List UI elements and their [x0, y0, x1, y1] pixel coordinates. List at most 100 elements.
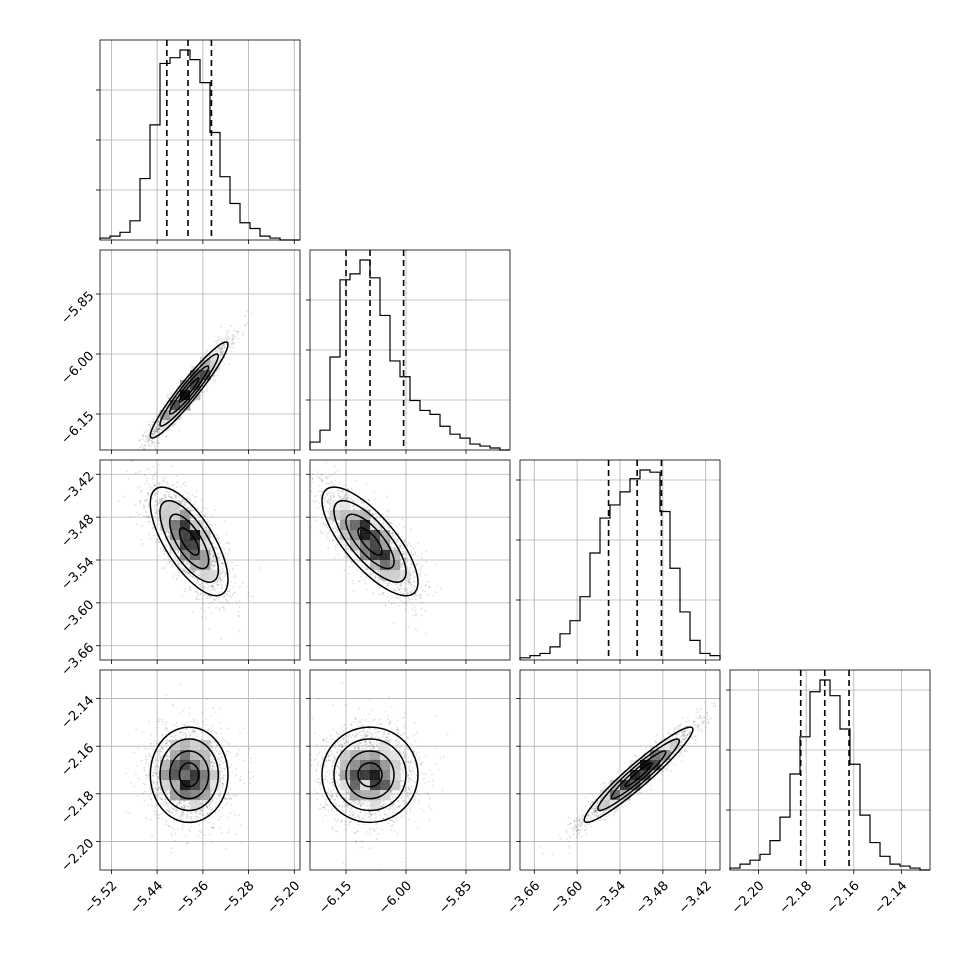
scatter-point: [152, 478, 154, 481]
scatter-point: [149, 428, 151, 430]
scatter-point: [218, 609, 221, 611]
scatter-point: [377, 579, 380, 582]
scatter-point: [197, 593, 200, 596]
scatter-point: [228, 570, 231, 573]
scatter-point: [157, 442, 160, 444]
scatter-point: [410, 589, 413, 592]
scatter-point: [421, 564, 424, 567]
scatter-point: [315, 519, 318, 522]
scatter-point: [225, 542, 228, 545]
scatter-point: [220, 638, 223, 640]
scatter-point: [225, 338, 228, 340]
scatter-point: [228, 542, 231, 545]
scatter-point: [247, 591, 250, 594]
scatter-point: [201, 598, 204, 600]
scatter-point: [328, 539, 330, 542]
scatter-point: [211, 561, 214, 563]
scatter-point: [118, 500, 120, 503]
scatter-point: [203, 514, 206, 517]
scatter-point: [196, 507, 199, 510]
scatter-point: [382, 522, 385, 524]
scatter-point: [142, 543, 144, 545]
scatter-point: [164, 550, 166, 553]
scatter-point: [156, 500, 159, 502]
scatter-point: [182, 483, 185, 485]
scatter-point: [230, 325, 233, 327]
scatter-point: [217, 552, 220, 554]
scatter-point: [341, 490, 344, 493]
scatter-point: [234, 574, 236, 576]
scatter-point: [151, 440, 154, 443]
scatter-point: [156, 423, 159, 426]
scatter-point: [409, 528, 412, 531]
scatter-point: [165, 435, 168, 438]
scatter-point: [209, 345, 212, 347]
scatter-point: [147, 505, 150, 507]
scatter-point: [210, 564, 213, 567]
scatter-point: [190, 365, 192, 368]
scatter-point: [417, 555, 420, 558]
scatter-point: [334, 531, 337, 533]
scatter-point: [188, 588, 191, 591]
scatter-point: [385, 585, 387, 588]
scatter-point: [415, 598, 417, 601]
scatter-point: [364, 582, 367, 585]
scatter-point: [179, 486, 182, 488]
scatter-point: [194, 570, 197, 573]
scatter-point: [154, 511, 156, 514]
scatter-point: [214, 561, 217, 563]
scatter-point: [221, 353, 224, 355]
scatter-point: [237, 337, 240, 340]
scatter-point: [347, 551, 350, 553]
scatter-point: [365, 482, 368, 485]
scatter-point: [225, 593, 228, 595]
scatter-point: [138, 439, 141, 441]
scatter-point: [165, 476, 168, 479]
scatter-point: [148, 439, 151, 442]
scatter-point: [226, 339, 228, 342]
scatter-point: [206, 597, 209, 600]
scatter-point: [319, 496, 322, 499]
scatter-point: [202, 355, 205, 358]
scatter-point: [227, 601, 230, 603]
scatter-point: [164, 496, 167, 499]
scatter-point: [175, 496, 178, 499]
scatter-point: [221, 346, 223, 349]
scatter-point: [218, 541, 221, 543]
scatter-point: [200, 356, 203, 359]
scatter-point: [185, 562, 188, 565]
scatter-point: [167, 397, 170, 400]
scatter-point: [242, 331, 245, 334]
scatter-point: [232, 567, 235, 570]
scatter-point: [225, 573, 227, 576]
scatter-point: [392, 519, 395, 521]
scatter-point: [229, 580, 232, 583]
scatter-point: [203, 525, 205, 528]
scatter-point: [244, 315, 246, 317]
scatter-point: [221, 340, 224, 342]
scatter-point: [210, 567, 213, 570]
scatter-point: [171, 563, 173, 565]
scatter-point: [239, 327, 241, 329]
scatter-point: [173, 497, 176, 500]
scatter-point: [147, 492, 150, 494]
scatter-point: [189, 575, 191, 577]
density-cell: [200, 570, 211, 581]
scatter-point: [152, 475, 154, 478]
scatter-point: [237, 610, 240, 613]
scatter-point: [163, 478, 166, 481]
scatter-point: [200, 510, 203, 513]
scatter-point: [192, 503, 195, 505]
scatter-point: [372, 592, 375, 595]
scatter-point: [427, 580, 429, 583]
scatter-point: [211, 514, 214, 517]
scatter-point: [227, 594, 230, 597]
scatter-point: [224, 553, 227, 556]
scatter-point: [233, 335, 236, 337]
scatter-point: [316, 476, 319, 479]
scatter-point: [320, 505, 322, 508]
scatter-point: [149, 426, 152, 428]
scatter-point: [417, 542, 420, 545]
scatter-point: [218, 347, 221, 349]
